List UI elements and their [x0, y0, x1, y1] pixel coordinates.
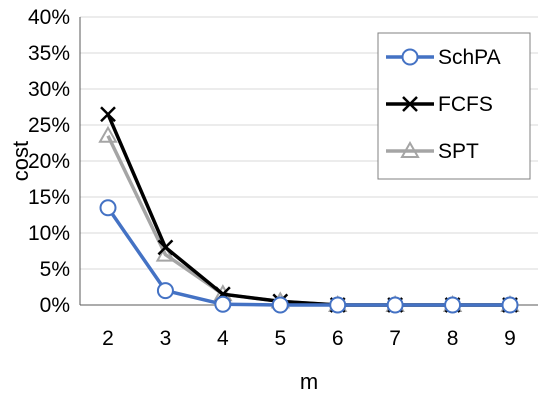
x-tick-label: 3	[160, 327, 172, 350]
x-tick-label: 5	[274, 327, 286, 350]
legend: SchPA FCFS SPT	[377, 32, 531, 180]
legend-label-schpa: SchPA	[438, 46, 501, 69]
series-group	[98, 106, 520, 314]
marker-stroke	[157, 239, 174, 256]
y-tick-label: 20%	[28, 150, 70, 173]
y-tick-label: 25%	[28, 114, 70, 137]
data-point-schpa	[329, 296, 347, 314]
data-point-spt	[155, 244, 176, 262]
y-tick-label: 35%	[28, 42, 70, 65]
legend-item-schpa: SchPA	[386, 46, 501, 69]
y-tick-label: 0%	[40, 294, 70, 317]
data-point-fcfs	[157, 239, 174, 256]
legend-marker-schpa	[401, 48, 419, 66]
legend-marker-fcfs	[402, 96, 418, 112]
x-axis-label: m	[300, 369, 318, 394]
x-tick-label: 4	[217, 327, 229, 350]
legend-marker-spt	[400, 140, 420, 158]
y-tick-label: 40%	[28, 6, 70, 29]
legend-item-fcfs: FCFS	[386, 93, 493, 116]
data-point-schpa	[501, 296, 519, 314]
x-tick-label: 2	[102, 327, 114, 350]
data-point-schpa	[386, 296, 404, 314]
data-point-spt	[98, 125, 118, 143]
x-tick-label: 8	[447, 327, 459, 350]
marker-stroke	[402, 96, 418, 112]
data-point-schpa	[99, 199, 117, 217]
data-point-schpa	[444, 296, 462, 314]
data-point-schpa	[271, 296, 289, 314]
legend-item-spt: SPT	[386, 140, 479, 163]
y-axis-label: cost	[8, 141, 33, 181]
y-tick-label: 10%	[28, 222, 70, 245]
y-tick-label: 5%	[40, 258, 70, 281]
legend-label-spt: SPT	[438, 140, 479, 163]
legend-label-fcfs: FCFS	[438, 93, 493, 116]
y-tick-label: 30%	[28, 78, 70, 101]
y-tick-label: 15%	[28, 186, 70, 209]
x-tick-label: 6	[332, 327, 344, 350]
data-point-schpa	[156, 282, 174, 300]
x-tick-label: 9	[504, 327, 516, 350]
marker-stroke	[100, 106, 116, 123]
series-line-schpa	[106, 206, 510, 307]
series-schpa	[99, 199, 519, 314]
data-point-schpa	[214, 295, 232, 313]
data-point-fcfs	[100, 106, 116, 123]
x-tick-label: 7	[389, 327, 401, 350]
